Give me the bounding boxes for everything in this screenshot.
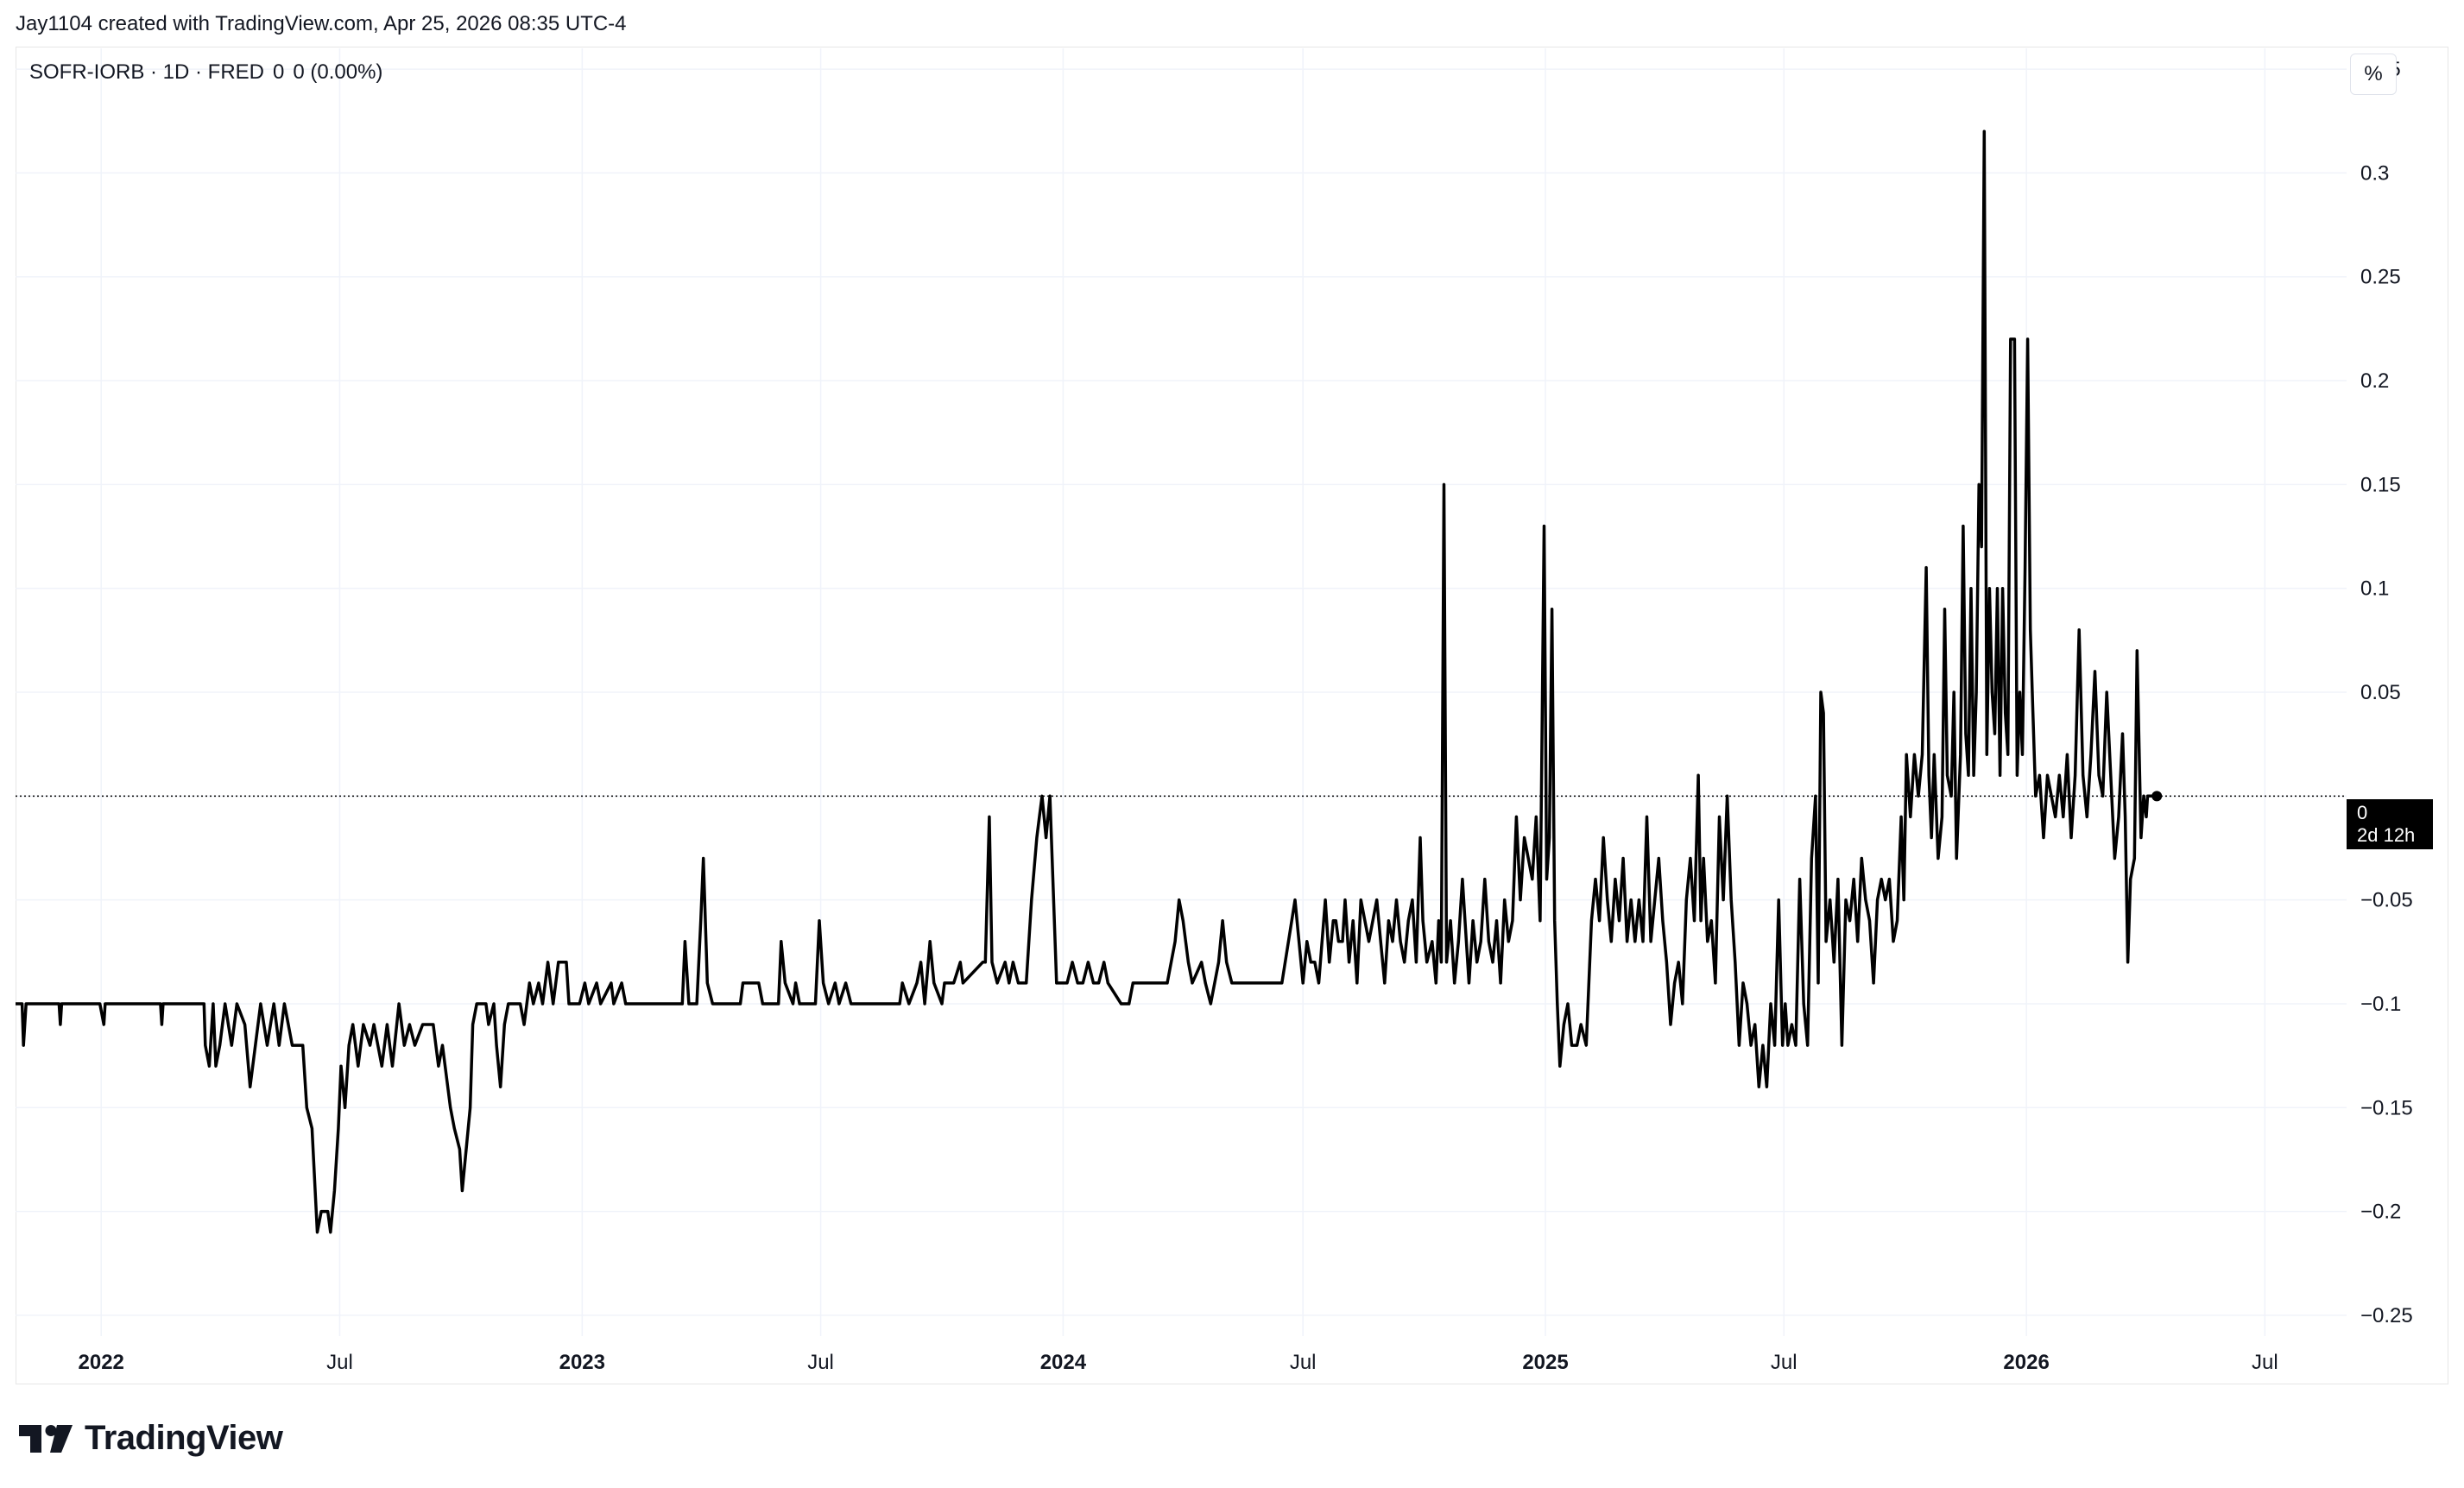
chart-pane[interactable] — [16, 47, 2448, 1384]
y-tick-label: 0.3 — [2360, 161, 2389, 185]
x-tick-label: Jul — [1771, 1351, 1797, 1374]
tradingview-logo[interactable]: TradingView — [19, 1419, 283, 1458]
x-tick-label: 2025 — [1522, 1351, 1568, 1374]
x-tick-label: Jul — [2252, 1351, 2278, 1374]
y-tick-label: 0.2 — [2360, 369, 2389, 393]
grid-lines — [16, 48, 2347, 1336]
y-tick-label: 0.05 — [2360, 681, 2401, 704]
x-tick-label: 2024 — [1040, 1351, 1087, 1374]
y-tick-label: 0.25 — [2360, 266, 2401, 289]
legend-value: 0 — [273, 60, 285, 84]
last-value: 0 — [2357, 802, 2368, 823]
legend-change: 0 (0.00%) — [293, 60, 383, 84]
y-tick-label: −0.1 — [2360, 993, 2401, 1016]
chart-caption: Jay1104 created with TradingView.com, Ap… — [16, 12, 627, 35]
x-tick-label: Jul — [1290, 1351, 1317, 1374]
x-tick-label: 2026 — [2003, 1351, 2049, 1374]
y-tick-label: 0.1 — [2360, 577, 2389, 601]
x-tick-label: Jul — [807, 1351, 834, 1374]
last-point-marker — [2151, 791, 2163, 802]
tradingview-wordmark: TradingView — [85, 1419, 283, 1457]
x-axis-ticks: 2022 Jul 2023 Jul 2024 Jul 2025 Jul 2026 Jul — [79, 1351, 2278, 1374]
price-scale-unit-button[interactable]: % — [2350, 54, 2397, 95]
y-tick-label: 0.15 — [2360, 473, 2401, 496]
tradingview-logo-icon — [19, 1424, 73, 1453]
symbol-legend[interactable]: SOFR-IORB · 1D · FRED 0 0 (0.00%) — [29, 60, 382, 85]
x-tick-label: 2023 — [559, 1351, 605, 1374]
y-tick-label: −0.25 — [2360, 1304, 2413, 1327]
legend-symbol: SOFR-IORB · 1D · FRED — [29, 60, 265, 84]
bar-countdown: 2d 12h — [2357, 824, 2416, 846]
last-value-label: 0 2d 12h — [2347, 799, 2433, 849]
x-tick-label: 2022 — [79, 1351, 124, 1374]
y-tick-label: −0.2 — [2360, 1201, 2401, 1224]
series-line — [16, 129, 2158, 1234]
y-axis-ticks: 0.350.30.250.20.150.10.05−0.05−0.1−0.15−… — [2360, 58, 2413, 1327]
y-tick-label: −0.05 — [2360, 889, 2413, 912]
x-tick-label: Jul — [326, 1351, 353, 1374]
y-tick-label: −0.15 — [2360, 1096, 2413, 1119]
